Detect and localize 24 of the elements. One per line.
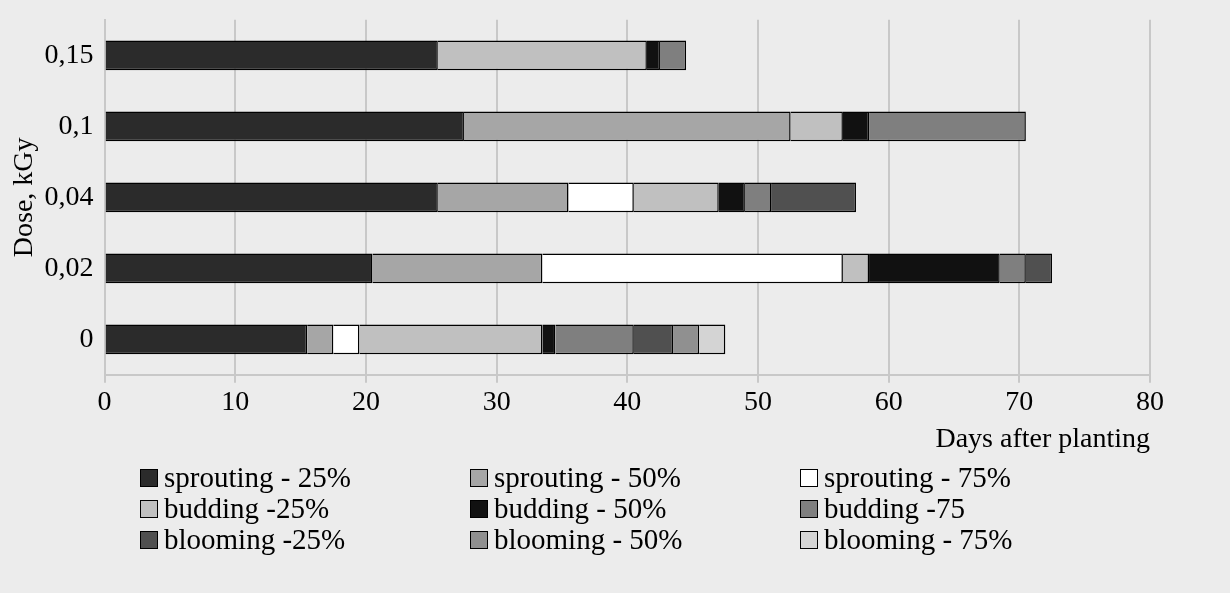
x-tick-label: 80 bbox=[1136, 384, 1164, 416]
legend-label: budding -75 bbox=[824, 492, 965, 524]
y-tick-label: 0,02 bbox=[44, 250, 94, 282]
legend-label: sprouting - 75% bbox=[824, 461, 1011, 493]
legend-label: sprouting - 25% bbox=[164, 461, 351, 493]
legend-label: blooming - 75% bbox=[824, 523, 1013, 555]
x-axis-title: Days after planting bbox=[935, 421, 1150, 453]
x-tick-label: 30 bbox=[482, 384, 511, 416]
x-tick-label: 70 bbox=[1005, 384, 1034, 416]
x-tick-label: 20 bbox=[351, 384, 380, 416]
x-tick-label: 50 bbox=[743, 384, 772, 416]
y-tick-label: 0 bbox=[79, 321, 94, 353]
legend-label: blooming -25% bbox=[164, 523, 346, 555]
y-tick-label: 0,15 bbox=[44, 37, 94, 69]
x-tick-label: 60 bbox=[874, 384, 903, 416]
legend-label: budding - 50% bbox=[494, 492, 667, 524]
y-axis-title: Dose, kGy bbox=[7, 137, 39, 258]
x-tick-label: 40 bbox=[613, 384, 642, 416]
legend-label: blooming - 50% bbox=[494, 523, 683, 555]
y-tick-label: 0,04 bbox=[44, 179, 94, 211]
legend-label: budding -25% bbox=[164, 492, 330, 524]
legend-label: sprouting - 50% bbox=[494, 461, 681, 493]
x-tick-label: 10 bbox=[221, 384, 250, 416]
y-tick-label: 0,1 bbox=[58, 108, 94, 140]
